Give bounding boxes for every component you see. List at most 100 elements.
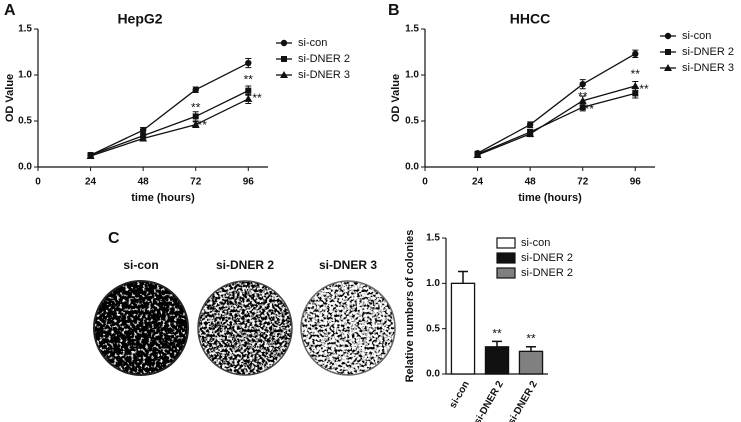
colony-image	[301, 281, 395, 375]
y-tick-label: 1.5	[405, 24, 419, 35]
y-tick-label: 0.0	[18, 162, 32, 173]
legend-swatch	[496, 252, 516, 264]
legend-marker	[281, 56, 287, 62]
annotation: **	[492, 326, 502, 340]
marker	[245, 87, 252, 94]
y-tick-label: 0.5	[426, 323, 440, 334]
y-tick-label: 1.0	[18, 70, 32, 81]
annotation: **	[639, 82, 649, 96]
legend-marker	[664, 32, 672, 40]
y-axis-label: Relative numbers of colonies	[404, 230, 416, 383]
marker	[526, 121, 534, 128]
legend-label: si-DNER 2	[521, 267, 573, 279]
dish-edge	[300, 280, 396, 376]
marker	[632, 90, 639, 97]
marker	[192, 113, 199, 120]
colony-image	[198, 281, 292, 375]
marker	[139, 134, 148, 142]
x-tick-label: 48	[138, 177, 150, 188]
marker	[244, 94, 253, 102]
error-bar	[492, 340, 502, 347]
x-tick-label: 72	[577, 177, 589, 188]
y-tick-label: 1.0	[405, 70, 419, 81]
bar	[450, 282, 476, 375]
x-tick-label: 24	[85, 177, 97, 188]
x-tick-label: 48	[525, 177, 537, 188]
legend-label: si-con	[521, 237, 550, 249]
y-axis-label: OD Value	[390, 74, 402, 122]
y-tick-label: 0.0	[405, 162, 419, 173]
x-tick-label: 24	[472, 177, 484, 188]
marker	[191, 120, 200, 128]
series-line	[90, 62, 249, 156]
colony-images: si-con si-DNER 2 si-DNER 3	[93, 258, 396, 376]
annotation: **	[526, 332, 536, 346]
bar	[484, 346, 510, 375]
legend-label: si-DNER 2	[521, 252, 573, 264]
panel-label: A	[4, 2, 16, 19]
series-line	[477, 53, 636, 154]
legend-label: si-DNER 2	[682, 46, 734, 58]
legend-marker	[665, 49, 671, 55]
series-line	[90, 98, 249, 157]
y-tick-label: 1.0	[426, 278, 440, 289]
x-tick-label: 96	[243, 177, 255, 188]
x-tick-label: si-DNER 2	[506, 379, 540, 422]
y-tick-label: 0.5	[18, 116, 32, 127]
y-tick-label: 0.5	[405, 116, 419, 127]
y-axis-label: OD Value	[4, 74, 16, 122]
legend-label: si-DNER 2	[298, 53, 350, 65]
colony-label: si-DNER 3	[319, 258, 377, 272]
panel-label: C	[108, 230, 120, 247]
series-line	[90, 90, 249, 156]
error-bar	[458, 270, 468, 284]
bar	[518, 350, 544, 375]
marker	[192, 86, 199, 93]
y-tick-label: 0.0	[426, 369, 440, 380]
x-tick-label: 0	[422, 177, 428, 188]
marker	[579, 104, 586, 111]
marker	[526, 129, 535, 137]
y-tick-label: 1.5	[18, 24, 32, 35]
series-line	[477, 85, 636, 156]
marker	[473, 151, 482, 159]
x-tick-label: si-con	[448, 379, 472, 410]
legend-label: si-con	[682, 30, 711, 42]
x-axis-label: time (hours)	[131, 192, 195, 204]
colony-label: si-con	[123, 258, 158, 272]
panel-label: B	[388, 2, 400, 19]
x-tick-label: 0	[35, 177, 41, 188]
dish-edge	[93, 280, 189, 376]
marker	[86, 151, 95, 159]
marker	[139, 127, 147, 134]
legend-swatch	[496, 237, 516, 249]
marker	[579, 81, 586, 88]
error-bar	[526, 346, 536, 352]
series-line	[477, 92, 636, 155]
annotation: **	[252, 91, 262, 105]
marker	[245, 59, 252, 67]
chart-title: HHCC	[510, 11, 550, 27]
legend-marker	[280, 39, 288, 47]
annotation: **	[244, 73, 254, 87]
legend-marker	[664, 64, 672, 71]
legend-marker	[280, 71, 288, 78]
annotation: **	[191, 100, 201, 114]
marker	[578, 96, 587, 104]
chart-title: HepG2	[117, 11, 162, 27]
legend-label: si-DNER 3	[298, 69, 350, 81]
legend-label: si-DNER 3	[682, 62, 734, 74]
marker	[632, 50, 639, 58]
x-tick-label: 72	[190, 177, 202, 188]
marker	[631, 82, 640, 90]
annotation: **	[585, 102, 595, 116]
x-axis-label: time (hours)	[518, 192, 582, 204]
legend-label: si-con	[298, 37, 327, 49]
annotation: **	[631, 67, 641, 81]
x-tick-label: si-DNER 2	[472, 379, 506, 422]
annotation: **	[198, 118, 208, 132]
dish-edge	[197, 280, 293, 376]
colony-label: si-DNER 2	[216, 258, 274, 272]
colony-image	[94, 281, 188, 375]
